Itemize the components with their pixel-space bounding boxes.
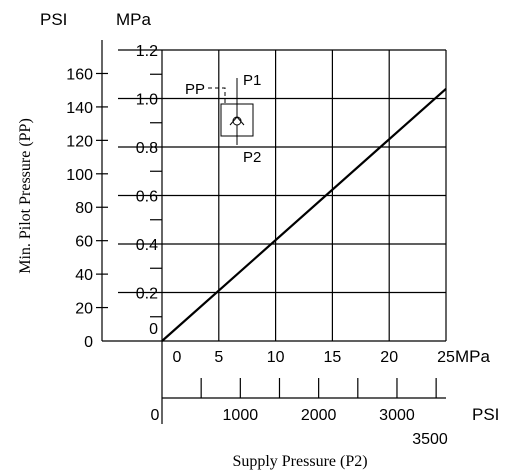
symbol-ball	[232, 116, 242, 126]
x-tick-label-mpa: 20	[380, 349, 398, 366]
y-tick-label-mpa: 0	[149, 321, 158, 338]
x-tick-label-mpa: 25	[437, 349, 455, 366]
symbol-seat	[229, 116, 245, 126]
y-tick-label-psi: 0	[84, 334, 93, 351]
y-tick-label-psi: 80	[75, 200, 93, 217]
tick-labels: 00.20.40.60.81.01.2020406080100120140160…	[66, 43, 455, 448]
y-tick-label-mpa: 0.8	[136, 140, 158, 157]
axes	[96, 40, 446, 424]
valve-symbol: PP P1 P2	[185, 72, 261, 166]
x-tick-label-psi: 0	[151, 407, 160, 424]
y-tick-label-psi: 60	[75, 234, 93, 251]
y-tick-label-mpa: 0.4	[136, 237, 158, 254]
x-tick-label-mpa: 0	[173, 349, 182, 366]
y-unit-mpa: MPa	[116, 10, 152, 29]
x-tick-label-psi: 3500	[412, 431, 448, 448]
x-tick-label-psi: 2000	[301, 407, 337, 424]
y-tick-label-mpa: 1.2	[136, 43, 158, 60]
y-tick-label-mpa: 0.2	[136, 286, 158, 303]
pilot-line	[208, 87, 226, 104]
label-p2: P2	[243, 149, 261, 166]
label-p1: P1	[243, 72, 261, 89]
y-tick-label-mpa: 1.0	[136, 92, 158, 109]
y-axis-label: Min. Pilot Pressure (PP)	[17, 118, 34, 274]
y-tick-label-psi: 20	[75, 301, 93, 318]
series-line	[161, 87, 447, 342]
x-unit-psi: PSI	[472, 405, 499, 424]
y-tick-label-psi: 140	[66, 100, 93, 117]
x-tick-label-mpa: 5	[214, 349, 223, 366]
label-pp: PP	[185, 81, 205, 98]
series	[161, 87, 447, 342]
x-tick-label-mpa: 15	[324, 349, 342, 366]
y-tick-label-psi: 160	[66, 66, 93, 83]
grid	[162, 49, 447, 341]
y-tick-label-psi: 120	[66, 133, 93, 150]
y-tick-label-psi: 40	[75, 267, 93, 284]
x-unit-mpa: MPa	[455, 347, 491, 366]
x-tick-label-mpa: 10	[267, 349, 285, 366]
y-unit-psi: PSI	[40, 10, 67, 29]
y-tick-label-psi: 100	[66, 167, 93, 184]
y-tick-label-mpa: 0.6	[136, 189, 158, 206]
x-tick-label-psi: 3000	[379, 407, 415, 424]
x-tick-label-psi: 1000	[223, 407, 259, 424]
x-axis-label: Supply Pressure (P2)	[232, 453, 367, 470]
